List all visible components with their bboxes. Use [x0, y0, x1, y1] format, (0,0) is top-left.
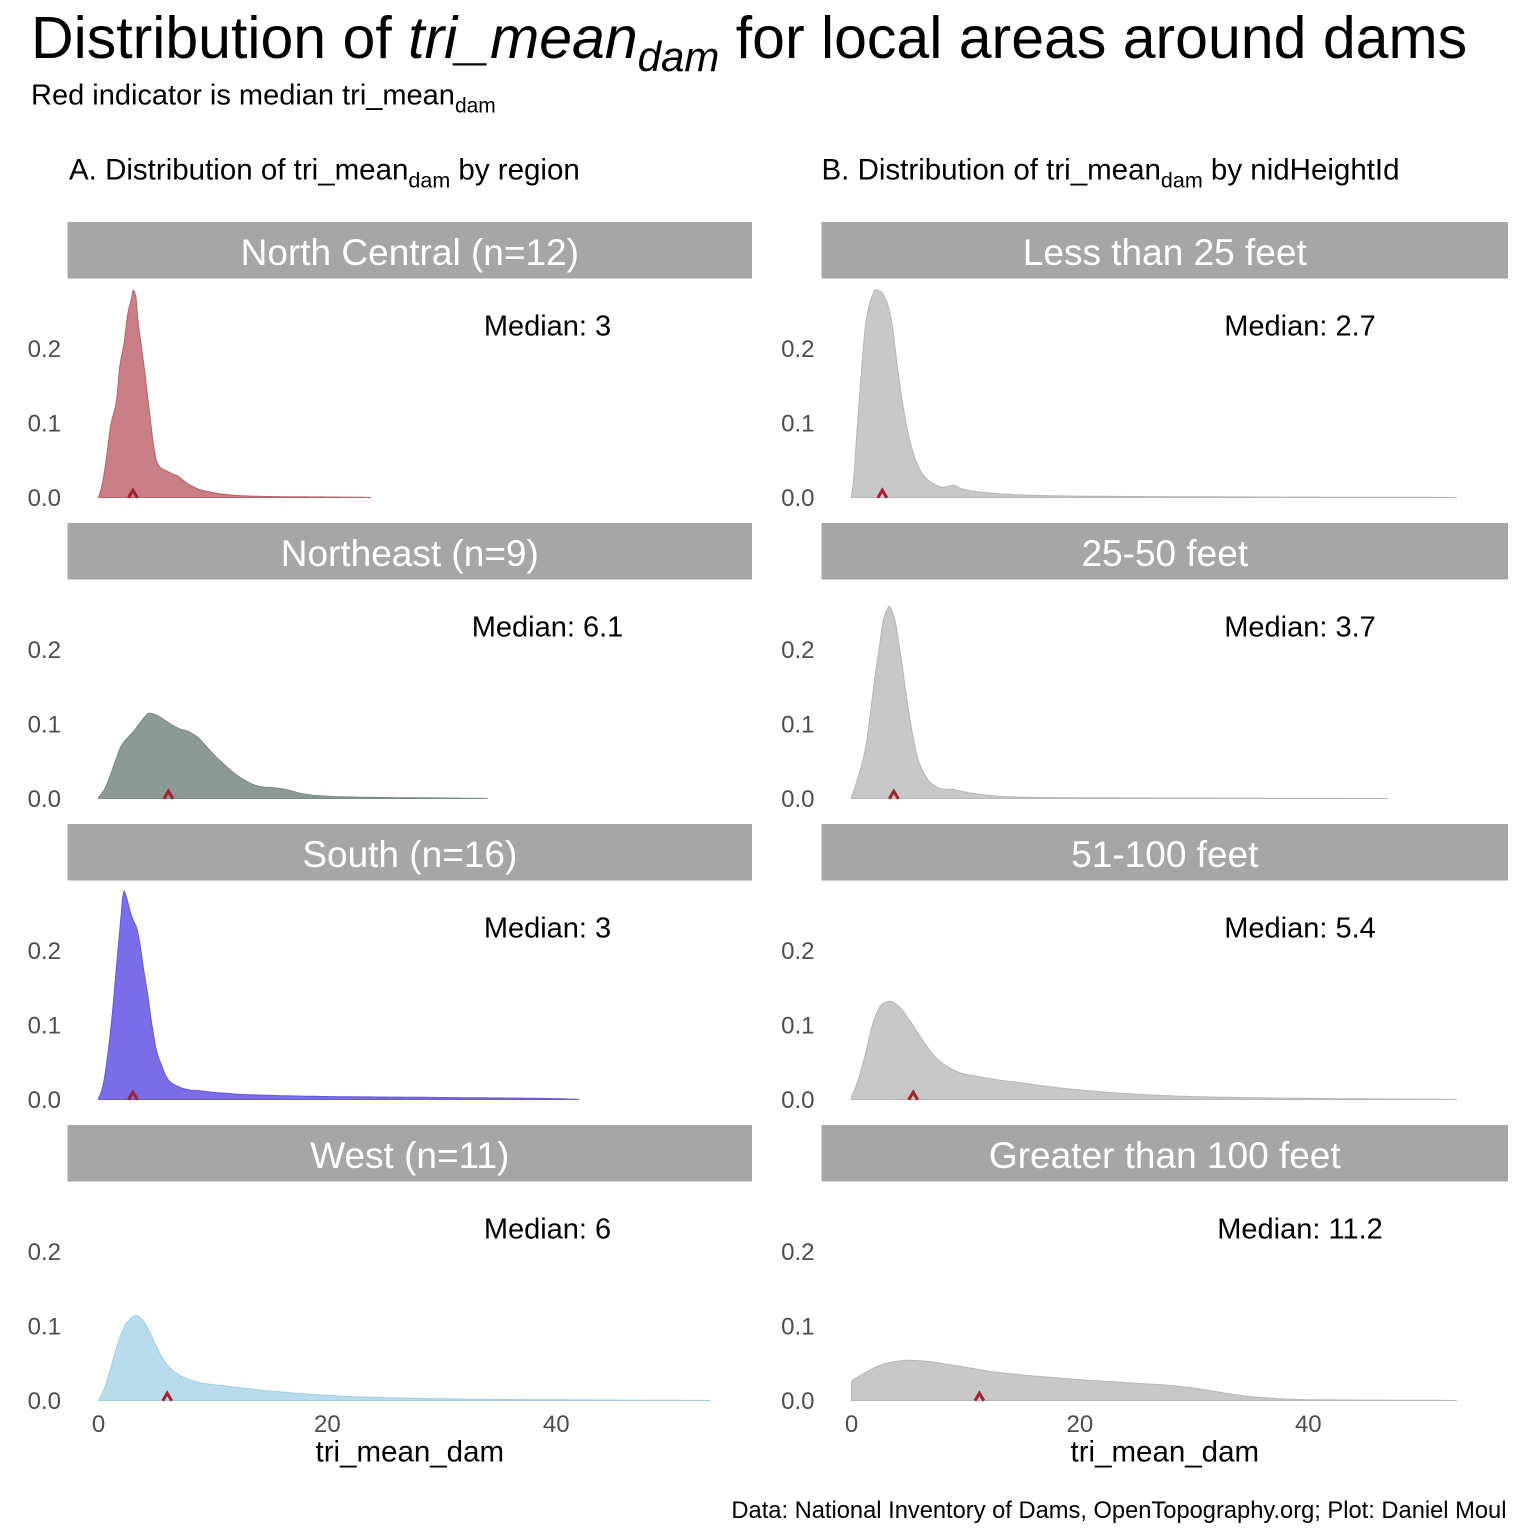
svg-text:40: 40 [543, 1411, 570, 1438]
svg-text:0.2: 0.2 [781, 938, 814, 965]
svg-text:Greater than 100 feet: Greater than 100 feet [989, 1135, 1341, 1176]
svg-text:0.0: 0.0 [28, 485, 61, 512]
svg-text:Red indicator is median tri_me: Red indicator is median tri_meandam [31, 80, 496, 118]
svg-text:0.2: 0.2 [781, 637, 814, 664]
svg-text:0.0: 0.0 [781, 1388, 814, 1415]
svg-text:40: 40 [1295, 1411, 1322, 1438]
svg-text:Median: 6: Median: 6 [484, 1214, 611, 1246]
svg-text:Less than 25 feet: Less than 25 feet [1023, 232, 1308, 273]
svg-text:0.1: 0.1 [28, 1013, 61, 1040]
svg-text:0.2: 0.2 [28, 938, 61, 965]
svg-text:0.1: 0.1 [28, 712, 61, 739]
svg-text:25-50 feet: 25-50 feet [1081, 533, 1248, 574]
svg-text:0.0: 0.0 [781, 786, 814, 813]
svg-text:0.1: 0.1 [781, 1013, 814, 1040]
svg-text:Median: 6.1: Median: 6.1 [472, 612, 624, 644]
svg-text:Northeast (n=9): Northeast (n=9) [281, 533, 539, 574]
svg-text:0.2: 0.2 [28, 1239, 61, 1266]
svg-text:0.1: 0.1 [28, 411, 61, 438]
svg-text:0.0: 0.0 [28, 786, 61, 813]
svg-text:Distribution of tri_meandam fo: Distribution of tri_meandam for local ar… [31, 5, 1467, 80]
svg-text:0.1: 0.1 [781, 712, 814, 739]
svg-text:0.0: 0.0 [28, 1388, 61, 1415]
svg-text:Median: 3.7: Median: 3.7 [1224, 612, 1376, 644]
svg-text:0.2: 0.2 [781, 336, 814, 363]
svg-text:Median: 11.2: Median: 11.2 [1217, 1214, 1383, 1246]
svg-text:Median: 3: Median: 3 [484, 913, 611, 945]
svg-text:Data: National Inventory of Da: Data: National Inventory of Dams, OpenTo… [731, 1498, 1506, 1524]
svg-text:tri_mean_dam: tri_mean_dam [316, 1436, 505, 1469]
svg-text:0: 0 [845, 1411, 858, 1438]
svg-text:0.2: 0.2 [28, 637, 61, 664]
svg-text:Median: 3: Median: 3 [484, 311, 611, 343]
svg-text:B. Distribution of tri_meandam: B. Distribution of tri_meandam by nidHei… [822, 154, 1400, 193]
svg-text:North Central (n=12): North Central (n=12) [241, 232, 579, 273]
svg-text:0.1: 0.1 [781, 1314, 814, 1341]
svg-text:0: 0 [92, 1411, 105, 1438]
svg-text:0.0: 0.0 [781, 1087, 814, 1114]
svg-text:0.2: 0.2 [781, 1239, 814, 1266]
svg-text:20: 20 [1067, 1411, 1094, 1438]
svg-text:20: 20 [314, 1411, 341, 1438]
svg-text:tri_mean_dam: tri_mean_dam [1071, 1436, 1260, 1469]
svg-text:Median: 2.7: Median: 2.7 [1224, 311, 1376, 343]
svg-text:51-100 feet: 51-100 feet [1071, 834, 1259, 875]
svg-text:0.0: 0.0 [28, 1087, 61, 1114]
svg-text:A. Distribution of tri_meandam: A. Distribution of tri_meandam by region [69, 154, 580, 193]
svg-text:West (n=11): West (n=11) [310, 1135, 509, 1176]
svg-text:South (n=16): South (n=16) [302, 834, 517, 875]
svg-text:0.2: 0.2 [28, 336, 61, 363]
svg-text:0.1: 0.1 [781, 411, 814, 438]
svg-text:Median: 5.4: Median: 5.4 [1224, 913, 1376, 945]
svg-text:0.0: 0.0 [781, 485, 814, 512]
svg-text:0.1: 0.1 [28, 1314, 61, 1341]
